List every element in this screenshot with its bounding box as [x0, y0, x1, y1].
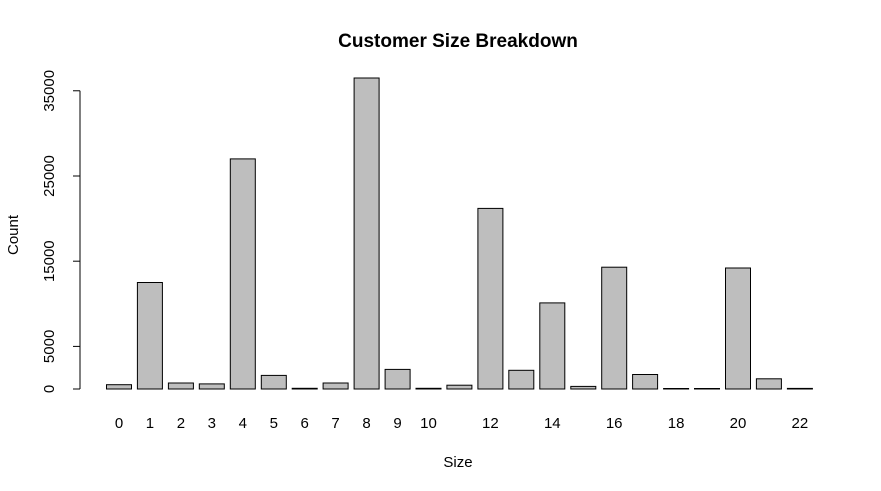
y-axis: 0 5000 15000 25000 35000	[41, 70, 81, 393]
x-tick-label-12: 12	[482, 415, 499, 432]
bar-18	[663, 388, 690, 390]
x-tick-label-7: 7	[331, 415, 339, 432]
y-tick-label-0: 0	[41, 385, 58, 393]
bar-11	[446, 384, 473, 390]
bar-12	[477, 207, 504, 390]
bar-15	[570, 385, 597, 390]
bar-8	[353, 77, 380, 390]
y-tick-label-5000: 5000	[41, 330, 58, 363]
bar-10	[415, 387, 442, 390]
x-tick-label-20: 20	[730, 415, 747, 432]
bar-13	[508, 369, 535, 390]
x-axis-label: Size	[443, 454, 472, 471]
bar-7	[322, 382, 349, 390]
bars-group	[106, 77, 813, 390]
bar-16	[601, 266, 628, 390]
chart-title: Customer Size Breakdown	[338, 31, 578, 52]
bar-9	[384, 368, 411, 390]
y-tick-label-35000: 35000	[41, 70, 58, 112]
bar-17	[632, 374, 659, 390]
bar-19	[694, 388, 720, 390]
y-tick-label-15000: 15000	[41, 240, 58, 282]
x-tick-label-2: 2	[177, 415, 185, 432]
bar-21	[755, 378, 782, 390]
bar-2	[167, 382, 194, 390]
bar-1	[136, 282, 163, 390]
bar-3	[198, 383, 225, 390]
bar-22	[786, 387, 813, 390]
x-tick-label-9: 9	[393, 415, 401, 432]
x-tick-label-4: 4	[239, 415, 247, 432]
x-tick-labels: 0 1 2 3 4 5 6 7 8 9 10 12 14 16 18 20 22	[115, 415, 808, 432]
x-tick-label-10: 10	[420, 415, 437, 432]
y-axis-label: Count	[5, 214, 22, 255]
x-tick-label-22: 22	[792, 415, 809, 432]
x-tick-label-0: 0	[115, 415, 123, 432]
bar-14	[539, 302, 566, 390]
bar-6	[291, 387, 318, 390]
x-tick-label-18: 18	[668, 415, 685, 432]
x-tick-label-5: 5	[270, 415, 278, 432]
x-tick-label-1: 1	[146, 415, 154, 432]
bar-0	[106, 384, 132, 390]
bar-20	[725, 267, 751, 390]
x-tick-label-14: 14	[544, 415, 561, 432]
bar-5	[260, 374, 287, 390]
bar-4	[229, 158, 256, 390]
x-tick-label-8: 8	[362, 415, 370, 432]
x-tick-label-16: 16	[606, 415, 623, 432]
x-tick-label-3: 3	[208, 415, 216, 432]
y-tick-label-25000: 25000	[41, 155, 58, 197]
x-tick-label-6: 6	[301, 415, 309, 432]
